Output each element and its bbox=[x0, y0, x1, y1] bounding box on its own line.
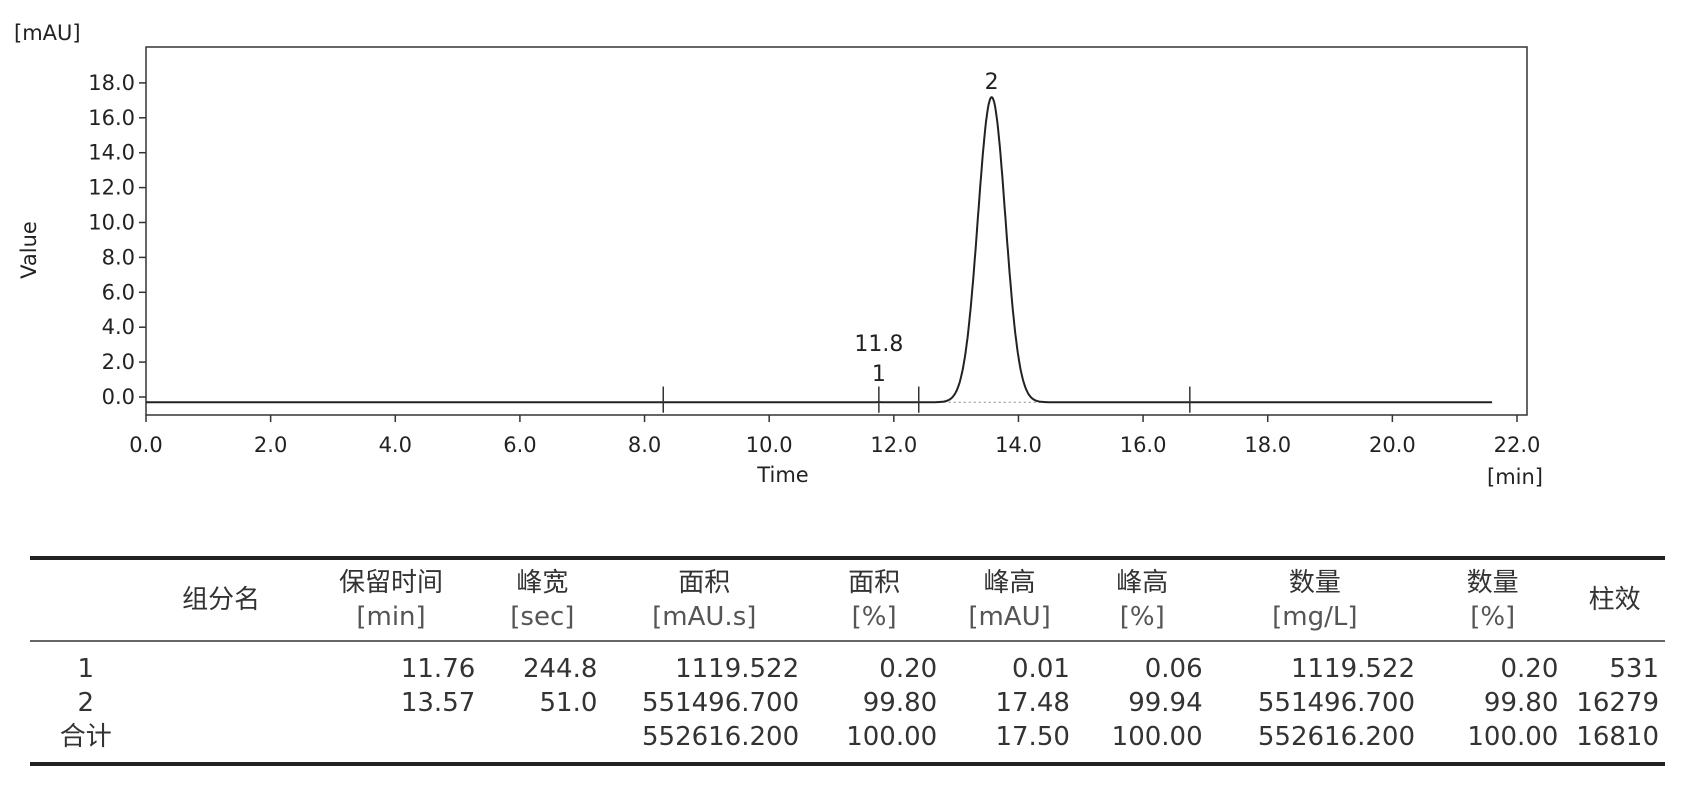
cell-area: 552616.200 bbox=[641, 722, 800, 752]
header-column-efficiency: 柱效 bbox=[1588, 585, 1641, 615]
header-retention-time: 保留时间 [min] bbox=[339, 568, 444, 632]
x-tick-label: 10.0 bbox=[746, 433, 793, 457]
cell-peak-width bbox=[481, 720, 603, 764]
cell-area: 551496.700 bbox=[641, 688, 800, 718]
y-tick-label: 12.0 bbox=[88, 176, 135, 200]
header-peak-height: 峰高 [mAU] bbox=[968, 568, 1051, 632]
peak-2-label: 2 bbox=[985, 70, 999, 95]
x-tick-label: 2.0 bbox=[254, 433, 287, 457]
cell-peak-width: 244.8 bbox=[522, 654, 598, 684]
cell-component-name bbox=[141, 686, 300, 720]
cell-retention-time bbox=[301, 720, 482, 764]
chromatogram-svg: 0.0 2.0 4.0 6.0 8.0 10.0 12.0 14.0 16.0 18.0 20.0 2… bbox=[14, 21, 1543, 489]
cell-retention-time: 13.57 bbox=[400, 688, 476, 718]
x-tick-label: 4.0 bbox=[379, 433, 412, 457]
header-area: 面积 [mAU.s] bbox=[652, 568, 757, 632]
header-component-name: 组分名 bbox=[182, 585, 261, 615]
cell-component-name bbox=[141, 641, 300, 686]
x-tick-label: 16.0 bbox=[1120, 433, 1167, 457]
y-tick-label: 2.0 bbox=[102, 350, 135, 374]
y-axis-unit: [mAU] bbox=[14, 21, 81, 45]
cell-column-efficiency: 531 bbox=[1609, 654, 1659, 684]
peak-1-time-label: 11.8 bbox=[854, 332, 903, 357]
cell-retention-time: 11.76 bbox=[400, 654, 476, 684]
results-table-container: 组分名 保留时间 [min] 峰宽 [sec] 面积 [mAU.s] 面积 [%] 峰高… bbox=[30, 556, 1665, 766]
cell-peak-width: 51.0 bbox=[539, 688, 598, 718]
x-tick-label: 8.0 bbox=[628, 433, 661, 457]
cell-peak-height-percent: 0.06 bbox=[1144, 654, 1203, 684]
x-tick-label: 18.0 bbox=[1244, 433, 1291, 457]
peak-1-label: 1 bbox=[872, 362, 886, 387]
cell-amount-percent: 99.80 bbox=[1483, 688, 1559, 718]
y-tick-label: 6.0 bbox=[102, 280, 135, 304]
y-axis-label: Value bbox=[17, 221, 41, 279]
header-index bbox=[30, 558, 141, 641]
cell-peak-height: 0.01 bbox=[1012, 654, 1070, 684]
header-peak-width: 峰宽 [sec] bbox=[510, 568, 575, 632]
table-row: 2 13.57 51.0 551496.700 99.80 17.48 99.9… bbox=[30, 686, 1665, 720]
cell-amount: 552616.200 bbox=[1257, 722, 1416, 752]
signal-trace bbox=[146, 96, 1493, 404]
plot-frame bbox=[145, 46, 1528, 416]
y-tick-label: 10.0 bbox=[88, 211, 135, 235]
cell-area-percent: 100.00 bbox=[846, 722, 938, 752]
cell-component-name bbox=[141, 720, 300, 764]
header-amount: 数量 [mg/L] bbox=[1272, 568, 1358, 632]
x-axis-unit: [min] bbox=[1487, 465, 1543, 489]
header-peak-height-percent: 峰高 [%] bbox=[1116, 568, 1169, 632]
cell-column-efficiency: 16810 bbox=[1576, 722, 1659, 752]
cell-area-percent: 0.20 bbox=[879, 654, 938, 684]
x-tick-label: 6.0 bbox=[503, 433, 536, 457]
x-tick-label: 12.0 bbox=[870, 433, 917, 457]
x-tick-label: 22.0 bbox=[1494, 433, 1541, 457]
x-tick-label: 0.0 bbox=[129, 433, 162, 457]
table-row: 1 11.76 244.8 1119.522 0.20 0.01 0.06 11… bbox=[30, 641, 1665, 686]
y-tick-label: 18.0 bbox=[88, 71, 135, 95]
cell-amount: 1119.522 bbox=[1290, 654, 1416, 684]
chromatogram-chart: 0.0 2.0 4.0 6.0 8.0 10.0 12.0 14.0 16.0 18.0 20.0 2… bbox=[14, 21, 1543, 489]
cell-peak-height: 17.50 bbox=[995, 722, 1070, 752]
header-amount-percent: 数量 [%] bbox=[1466, 568, 1519, 632]
cell-index: 2 bbox=[77, 688, 95, 718]
cell-amount-percent: 0.20 bbox=[1500, 654, 1559, 684]
cell-index: 1 bbox=[77, 654, 95, 684]
y-tick-label: 8.0 bbox=[102, 245, 135, 269]
x-axis-label: Time bbox=[756, 463, 808, 487]
cell-amount-percent: 100.00 bbox=[1467, 722, 1559, 752]
results-table: 组分名 保留时间 [min] 峰宽 [sec] 面积 [mAU.s] 面积 [%] 峰高… bbox=[30, 556, 1665, 766]
cell-amount: 551496.700 bbox=[1257, 688, 1416, 718]
table-header-row: 组分名 保留时间 [min] 峰宽 [sec] 面积 [mAU.s] 面积 [%] 峰高… bbox=[30, 558, 1665, 641]
header-area-percent: 面积 [%] bbox=[848, 568, 901, 632]
table-total-row: 合计 552616.200 100.00 17.50 100.00 552616… bbox=[30, 720, 1665, 764]
y-tick-label: 16.0 bbox=[88, 106, 135, 130]
y-tick-label: 14.0 bbox=[88, 141, 135, 165]
x-tick-label: 14.0 bbox=[995, 433, 1042, 457]
cell-column-efficiency: 16279 bbox=[1576, 688, 1659, 718]
cell-peak-height-percent: 100.00 bbox=[1111, 722, 1203, 752]
y-tick-label: 4.0 bbox=[102, 315, 135, 339]
cell-peak-height: 17.48 bbox=[995, 688, 1070, 718]
x-tick-label: 20.0 bbox=[1369, 433, 1416, 457]
cell-area-percent: 99.80 bbox=[862, 688, 938, 718]
cell-index: 合计 bbox=[59, 722, 112, 752]
y-tick-label: 0.0 bbox=[102, 385, 135, 409]
cell-area: 1119.522 bbox=[675, 654, 800, 684]
cell-peak-height-percent: 99.94 bbox=[1128, 688, 1203, 718]
